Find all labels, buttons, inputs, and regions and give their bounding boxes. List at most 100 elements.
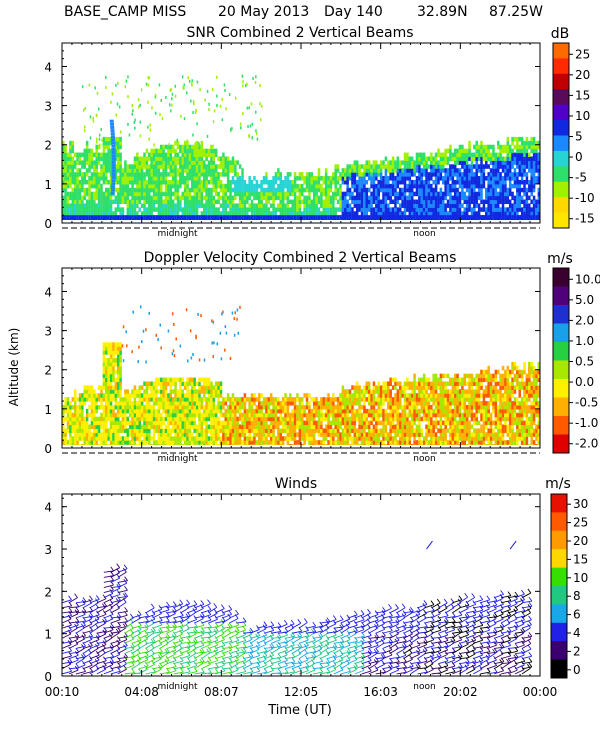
snr-cell — [334, 191, 337, 197]
snr-cell — [513, 144, 517, 150]
doppler-cell — [131, 420, 134, 426]
snr-cell — [418, 168, 421, 173]
snr-cell — [284, 211, 287, 216]
doppler-cell — [272, 432, 275, 437]
snr-cell — [482, 183, 486, 189]
snr-cell — [159, 207, 163, 212]
snr-cell — [422, 179, 426, 185]
snr-cell — [119, 152, 122, 158]
doppler-cell — [272, 436, 275, 441]
snr-cell — [504, 211, 507, 216]
doppler-cell — [176, 420, 180, 426]
snr-cell — [444, 187, 447, 193]
doppler-cell — [76, 408, 79, 414]
colorbar-swatch — [553, 166, 569, 183]
snr-cell — [379, 168, 383, 173]
snr-cell — [140, 211, 144, 216]
snr-cell — [444, 207, 447, 212]
snr-cell — [176, 168, 180, 173]
snr-cell — [382, 215, 385, 220]
doppler-cell — [274, 408, 278, 414]
snr-cell — [116, 203, 120, 208]
snr-cell — [303, 211, 306, 216]
snr-cell — [181, 215, 184, 220]
snr-cell — [504, 156, 507, 161]
doppler-cell — [119, 385, 122, 390]
snr-cell — [406, 187, 409, 193]
snr-cell — [315, 199, 318, 205]
doppler-cell — [214, 404, 218, 410]
doppler-cell — [248, 424, 251, 430]
snr-cell — [149, 123, 151, 127]
snr-cell — [437, 199, 440, 205]
snr-cell — [389, 191, 392, 197]
snr-cell — [224, 191, 228, 197]
snr-cell — [121, 195, 125, 201]
doppler-cell — [253, 393, 256, 398]
snr-cell — [107, 195, 110, 201]
doppler-cell — [109, 377, 113, 383]
snr-cell — [296, 195, 299, 201]
doppler-cell — [66, 420, 70, 426]
doppler-cell — [226, 428, 230, 433]
snr-cell — [100, 195, 103, 201]
snr-cell — [76, 203, 79, 208]
snr-cell — [477, 211, 481, 216]
doppler-cell — [136, 428, 139, 433]
snr-cell — [85, 207, 89, 212]
doppler-cell — [83, 401, 87, 406]
snr-cell — [332, 176, 335, 181]
snr-cell — [224, 183, 228, 189]
snr-cell — [422, 160, 426, 165]
doppler-cell — [176, 412, 180, 418]
snr-cell — [324, 207, 328, 212]
snr-cell — [370, 211, 373, 216]
snr-cell — [499, 156, 502, 161]
snr-cell — [228, 93, 231, 97]
snr-cell — [413, 168, 416, 173]
snr-cell — [308, 195, 311, 201]
snr-cell — [485, 152, 488, 158]
snr-cell — [134, 126, 136, 130]
snr-cell — [334, 187, 337, 193]
snr-cell — [265, 203, 268, 208]
snr-cell — [140, 176, 144, 181]
snr-cell — [217, 199, 220, 205]
doppler-cell — [260, 420, 263, 426]
snr-cell — [222, 195, 225, 201]
snr-cell — [95, 156, 98, 161]
snr-cell — [148, 176, 151, 181]
snr-cell — [195, 203, 199, 208]
snr-cell — [236, 187, 239, 193]
snr-cell — [367, 164, 371, 169]
snr-cell — [107, 203, 110, 208]
snr-cell — [520, 160, 524, 165]
snr-cell — [312, 183, 316, 189]
snr-cell — [88, 187, 91, 193]
doppler-cell — [100, 416, 103, 422]
snr-cell — [126, 183, 130, 189]
snr-cell — [250, 187, 254, 193]
snr-cell — [121, 172, 125, 177]
doppler-cell — [265, 424, 268, 430]
snr-cell — [496, 144, 500, 150]
doppler-cell — [250, 420, 254, 426]
snr-cell — [322, 176, 326, 181]
doppler-cell — [174, 440, 177, 445]
doppler-cell — [217, 424, 220, 430]
snr-cell — [231, 168, 235, 173]
doppler-cell — [274, 404, 278, 410]
snr-cell — [470, 172, 474, 177]
snr-cell — [155, 199, 158, 205]
snr-cell — [188, 148, 192, 154]
doppler-cell — [186, 436, 189, 441]
snr-cell — [444, 195, 447, 201]
snr-cell — [528, 140, 531, 146]
snr-cell — [501, 176, 505, 181]
snr-cell — [480, 207, 483, 212]
doppler-cell — [159, 432, 163, 437]
snr-cell — [317, 176, 321, 181]
snr-cell — [375, 187, 378, 193]
snr-cell — [114, 215, 118, 220]
snr-cell — [133, 195, 137, 201]
